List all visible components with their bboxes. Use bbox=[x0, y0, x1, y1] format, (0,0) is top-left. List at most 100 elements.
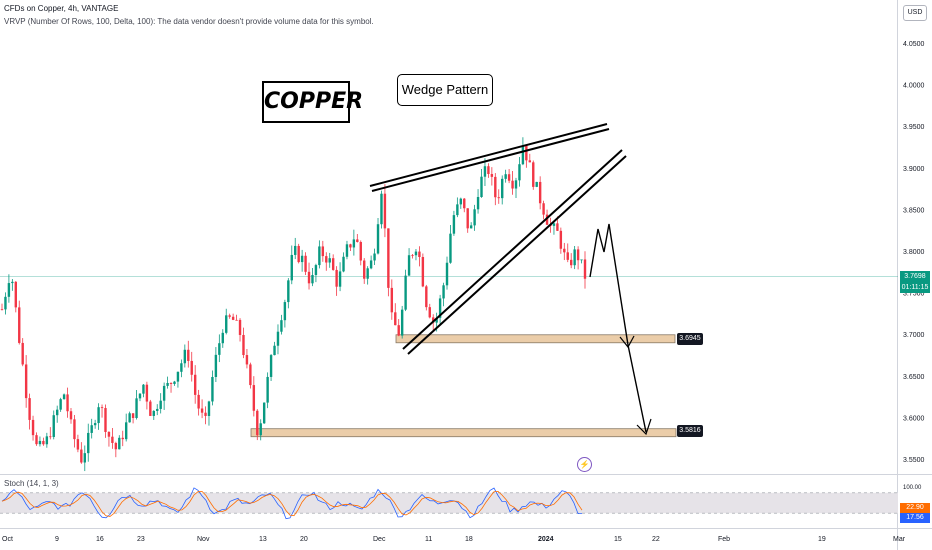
wedge-lower-line bbox=[407, 155, 627, 355]
candle-body bbox=[76, 439, 80, 450]
candle-body bbox=[483, 166, 487, 177]
y-tick-label: 4.0500 bbox=[903, 41, 925, 48]
candle-body bbox=[197, 394, 200, 409]
candle-body bbox=[283, 302, 287, 321]
candle-body bbox=[162, 385, 166, 401]
candle-body bbox=[466, 208, 469, 229]
y-tick-label: 3.8500 bbox=[903, 207, 925, 214]
candle-body bbox=[504, 174, 507, 179]
candle-body bbox=[397, 325, 400, 336]
candle-body bbox=[118, 437, 121, 450]
support-label-2: 3.5816 bbox=[677, 425, 703, 437]
flash-icon[interactable]: ⚡ bbox=[577, 457, 592, 472]
x-tick-label: Oct bbox=[2, 536, 13, 543]
candle-body bbox=[218, 343, 221, 355]
candle-body bbox=[497, 197, 500, 199]
candle-body bbox=[169, 382, 173, 384]
candle-body bbox=[369, 260, 373, 269]
y-tick-label: 3.7000 bbox=[903, 332, 925, 339]
candle-body bbox=[38, 440, 42, 445]
chart-title: CFDs on Copper, 4h, VANTAGE bbox=[4, 4, 119, 13]
x-tick-label: 23 bbox=[137, 536, 145, 543]
candle-body bbox=[507, 174, 511, 181]
candle-body bbox=[559, 230, 563, 249]
candle-body bbox=[104, 408, 107, 432]
candle-body bbox=[421, 257, 425, 287]
x-tick-label: Dec bbox=[373, 536, 386, 543]
candle-body bbox=[111, 436, 114, 443]
candle-body bbox=[583, 259, 587, 279]
wedge-pattern-badge: Wedge Pattern bbox=[397, 74, 493, 106]
candle-body bbox=[456, 204, 459, 216]
candle-body bbox=[18, 307, 21, 343]
wedge-lower-line bbox=[402, 149, 623, 350]
support-zone bbox=[395, 334, 676, 344]
candle-body bbox=[214, 354, 218, 377]
candle-body bbox=[525, 145, 528, 161]
candle-body bbox=[511, 180, 514, 189]
candle-body bbox=[331, 258, 335, 270]
candle-body bbox=[69, 411, 73, 420]
candle-body bbox=[97, 407, 100, 424]
candle-body bbox=[21, 342, 24, 365]
candle-body bbox=[14, 281, 17, 308]
stoch-d-line bbox=[1, 490, 583, 517]
candle-body bbox=[311, 275, 314, 284]
candle-body bbox=[190, 360, 193, 375]
candle-body bbox=[359, 242, 362, 261]
wedge-upper-line bbox=[371, 128, 610, 192]
candle-body bbox=[404, 275, 407, 310]
candle-body bbox=[494, 176, 497, 198]
candle-body bbox=[556, 223, 559, 231]
candle-body bbox=[273, 345, 276, 356]
candle-body bbox=[173, 381, 176, 384]
candle-body bbox=[180, 363, 183, 372]
candle-body bbox=[338, 271, 342, 287]
candle-body bbox=[304, 255, 307, 272]
candle-body bbox=[262, 402, 266, 424]
candle-body bbox=[297, 245, 300, 263]
candle-body bbox=[573, 249, 576, 266]
candle-body bbox=[256, 410, 259, 436]
candle-body bbox=[532, 162, 535, 187]
candle-body bbox=[159, 400, 162, 409]
candle-body bbox=[149, 401, 152, 416]
candle-body bbox=[545, 214, 549, 225]
candle-body bbox=[514, 180, 518, 189]
candle-body bbox=[325, 256, 328, 263]
x-tick-label: Nov bbox=[197, 536, 210, 543]
y-tick-label: 3.9000 bbox=[903, 166, 925, 173]
candle-body bbox=[31, 419, 35, 436]
candle-body bbox=[314, 265, 318, 276]
y-tick-label: 4.0000 bbox=[903, 83, 925, 90]
candle-body bbox=[266, 376, 269, 403]
candle-body bbox=[342, 256, 345, 272]
projection-path bbox=[589, 223, 647, 433]
candle-body bbox=[121, 437, 124, 440]
stoch-k-value: 22.90 bbox=[900, 503, 930, 513]
candle-body bbox=[128, 413, 131, 423]
stoch-d-value: 17.56 bbox=[900, 513, 930, 523]
candle-body bbox=[428, 307, 431, 318]
candle-body bbox=[418, 251, 421, 258]
currency-button[interactable]: USD bbox=[903, 5, 927, 21]
support-label-1: 3.6945 bbox=[677, 333, 703, 345]
candle-body bbox=[552, 223, 556, 226]
candle-body bbox=[287, 280, 290, 303]
candle-body bbox=[300, 255, 304, 263]
candle-body bbox=[0, 309, 4, 311]
candle-body bbox=[238, 319, 242, 335]
candle-body bbox=[252, 385, 256, 411]
candle-body bbox=[24, 364, 28, 399]
candle-body bbox=[318, 246, 321, 266]
candle-body bbox=[290, 254, 293, 281]
candle-body bbox=[363, 260, 366, 279]
candle-body bbox=[387, 228, 390, 288]
candle-body bbox=[66, 394, 69, 412]
candle-body bbox=[183, 349, 187, 364]
stoch-indicator-label[interactable]: Stoch (14, 1, 3) bbox=[4, 479, 59, 488]
y-tick-label: 3.5500 bbox=[903, 457, 925, 464]
candle-body bbox=[425, 286, 428, 308]
candle-body bbox=[563, 248, 566, 253]
